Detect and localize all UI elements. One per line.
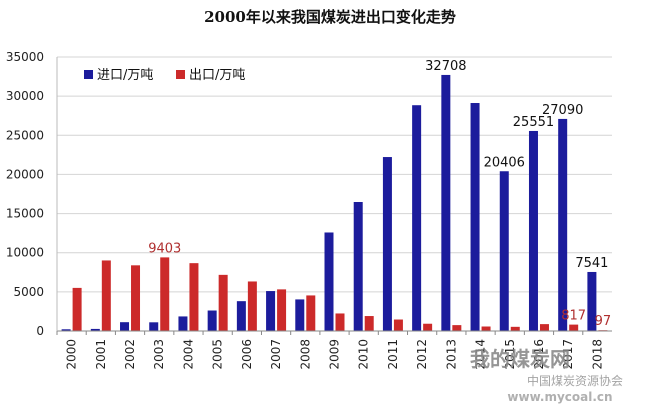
export-bar: [423, 323, 433, 331]
y-tick-label: 20000: [6, 167, 44, 181]
watermark-title: 我的煤炭网: [470, 347, 570, 371]
import-bar: [90, 328, 100, 331]
import-bar: [470, 103, 480, 331]
import-bar: [558, 118, 568, 331]
x-tick-label: 2018: [590, 339, 604, 370]
legend-label-import: 进口/万吨: [97, 68, 153, 83]
x-tick-label: 2000: [65, 339, 79, 370]
data-label: 27090: [542, 103, 583, 118]
x-tick-label: 2017: [561, 339, 575, 370]
data-label: 7541: [575, 256, 608, 271]
import-bar: [295, 299, 305, 331]
export-bar: [101, 260, 111, 331]
x-tick-label: 2001: [94, 339, 108, 370]
export-bar: [569, 324, 579, 331]
bars: [61, 74, 608, 331]
export-bar: [218, 274, 228, 331]
export-bar: [510, 326, 520, 331]
export-bar: [335, 313, 345, 331]
y-tick-label: 5000: [13, 285, 44, 299]
x-tick-label: 2011: [386, 339, 400, 370]
import-bar: [178, 316, 188, 331]
legend-swatch-import: [84, 70, 93, 79]
y-tick-label: 35000: [6, 50, 44, 64]
legend-label-export: 出口/万吨: [189, 68, 245, 83]
import-bar: [149, 322, 159, 331]
export-bar: [452, 325, 462, 331]
export-bar: [131, 265, 141, 331]
x-tick-label: 2015: [503, 339, 517, 370]
data-label: 817: [561, 309, 586, 324]
export-bar: [189, 263, 199, 331]
x-tick-label: 2009: [328, 339, 342, 370]
y-tick-label: 30000: [6, 89, 44, 103]
export-bar: [72, 287, 82, 331]
data-label: 20406: [484, 155, 525, 170]
gridlines: [57, 56, 612, 332]
watermark-url: www.mycoal.cn: [507, 390, 612, 404]
import-bar: [120, 322, 130, 331]
x-axis: 2000 2001 2002 2003 2004 2005 2006 2007 2008 2009…: [56, 57, 612, 370]
import-bar: [207, 310, 217, 331]
export-bar: [539, 324, 549, 331]
import-bar: [61, 329, 71, 331]
legend-swatch-export: [176, 70, 185, 79]
import-bar: [266, 291, 276, 331]
export-bar: [393, 319, 403, 331]
import-bar: [587, 271, 597, 331]
export-bar: [306, 295, 316, 331]
data-label: 9403: [148, 241, 181, 256]
export-bar: [160, 257, 170, 331]
x-tick-label: 2014: [474, 339, 488, 370]
import-bar: [236, 301, 246, 331]
x-tick-label: 2012: [415, 339, 429, 370]
x-tick-label: 2005: [211, 339, 225, 370]
x-tick-label: 2016: [532, 339, 546, 370]
watermark-subtitle: 中国煤炭资源协会: [527, 373, 623, 388]
watermark: 我的煤炭网 中国煤炭资源协会 www.mycoal.cn: [470, 347, 623, 404]
data-label: 97: [595, 314, 612, 329]
y-tick-label: 0: [36, 324, 44, 338]
chart-title: 2000年以来我国煤炭进出口变化走势: [204, 8, 456, 26]
export-bar: [481, 326, 491, 331]
x-tick-label: 2006: [240, 339, 254, 370]
x-tick-label: 2002: [123, 339, 137, 370]
y-tick-label: 15000: [6, 207, 44, 221]
data-label: 25551: [513, 115, 554, 130]
import-bar: [382, 157, 392, 331]
x-tick-label: 2003: [152, 339, 166, 370]
x-tick-label: 2013: [444, 339, 458, 370]
export-bar: [247, 281, 257, 331]
import-bar: [324, 232, 334, 331]
export-bar: [364, 316, 374, 331]
import-bar: [499, 171, 509, 331]
legend: 进口/万吨 出口/万吨: [84, 68, 245, 83]
import-bar: [528, 130, 538, 331]
export-bar: [277, 289, 287, 331]
x-tick-label: 2010: [357, 339, 371, 370]
import-bar: [441, 74, 451, 331]
import-bar: [412, 105, 422, 331]
import-bar: [353, 202, 363, 331]
x-tick-label: 2004: [181, 339, 195, 370]
y-tick-label: 25000: [6, 128, 44, 142]
data-label: 32708: [425, 59, 466, 74]
y-tick-label: 10000: [6, 246, 44, 260]
x-tick-label: 2007: [269, 339, 283, 370]
x-tick-label: 2008: [298, 339, 312, 370]
y-axis: 0 5000 10000 15000 20000 25000 30000 35000: [6, 50, 44, 338]
